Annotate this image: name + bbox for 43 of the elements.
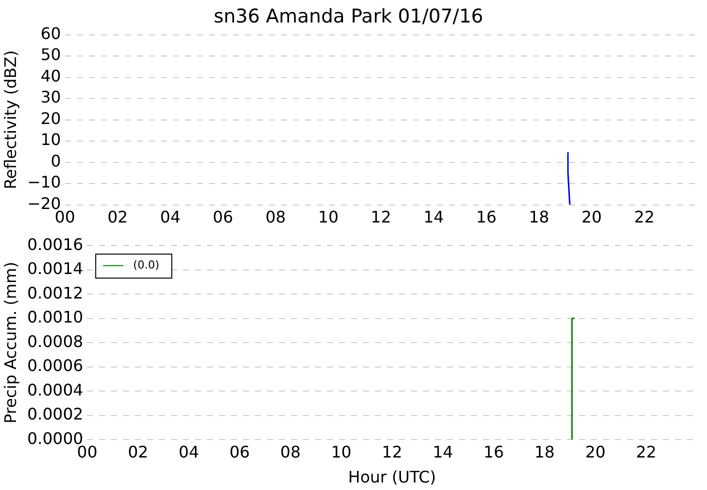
x-tick-label: 10 xyxy=(331,442,352,462)
y-tick-label: −10 xyxy=(27,172,61,192)
x-tick-label: 20 xyxy=(581,208,602,227)
legend-label: (0.0) xyxy=(133,258,160,272)
x-tick-label: 06 xyxy=(212,208,234,227)
y-tick-label: 0.0008 xyxy=(27,332,84,351)
y-tick-label: 30 xyxy=(40,88,61,107)
x-tick-label: 18 xyxy=(534,442,555,462)
x-tick-label: 18 xyxy=(528,208,550,227)
y-tick-label: 60 xyxy=(40,24,61,43)
y-axis-title: Reflectivity (dBZ) xyxy=(0,50,20,190)
y-axis-title: Precip Accum. (mm) xyxy=(0,262,20,424)
x-axis-title: Hour (UTC) xyxy=(348,468,436,487)
y-tick-label: 0.0010 xyxy=(27,308,84,327)
y-tick-label: 50 xyxy=(40,45,61,64)
x-tick-label: 02 xyxy=(107,208,128,227)
chart-title: sn36 Amanda Park 01/07/16 xyxy=(214,5,484,28)
x-tick-label: 14 xyxy=(432,442,454,462)
y-tick-label: 0 xyxy=(50,151,61,170)
y-tick-label: 0.0012 xyxy=(27,283,84,302)
x-tick-label: 12 xyxy=(370,208,392,227)
x-tick-label: 22 xyxy=(634,208,655,227)
x-tick-label: 04 xyxy=(160,208,180,227)
y-tick-label: 10 xyxy=(40,130,61,150)
y-tick-label: 20 xyxy=(40,108,61,128)
x-tick-label: 02 xyxy=(128,442,148,462)
x-tick-label: 10 xyxy=(318,208,338,227)
x-tick-label: 20 xyxy=(585,442,606,462)
y-tick-label: 0.0004 xyxy=(27,380,84,400)
x-tick-label: 16 xyxy=(484,442,504,462)
y-tick-label: 40 xyxy=(40,66,61,86)
x-tick-label: 04 xyxy=(178,442,199,462)
x-tick-label: 12 xyxy=(382,442,402,462)
x-tick-label: 08 xyxy=(280,442,301,462)
y-tick-label: 0.0002 xyxy=(27,404,84,424)
x-tick-label: 22 xyxy=(636,442,656,462)
x-tick-label: 06 xyxy=(229,442,250,462)
y-tick-label: 0.0014 xyxy=(27,259,84,278)
y-tick-label: 0.0006 xyxy=(27,356,84,376)
y-tick-label: 0.0016 xyxy=(27,234,84,254)
x-tick-label: 08 xyxy=(265,208,286,227)
x-tick-label: 16 xyxy=(476,208,496,227)
x-tick-label: 14 xyxy=(423,208,444,227)
